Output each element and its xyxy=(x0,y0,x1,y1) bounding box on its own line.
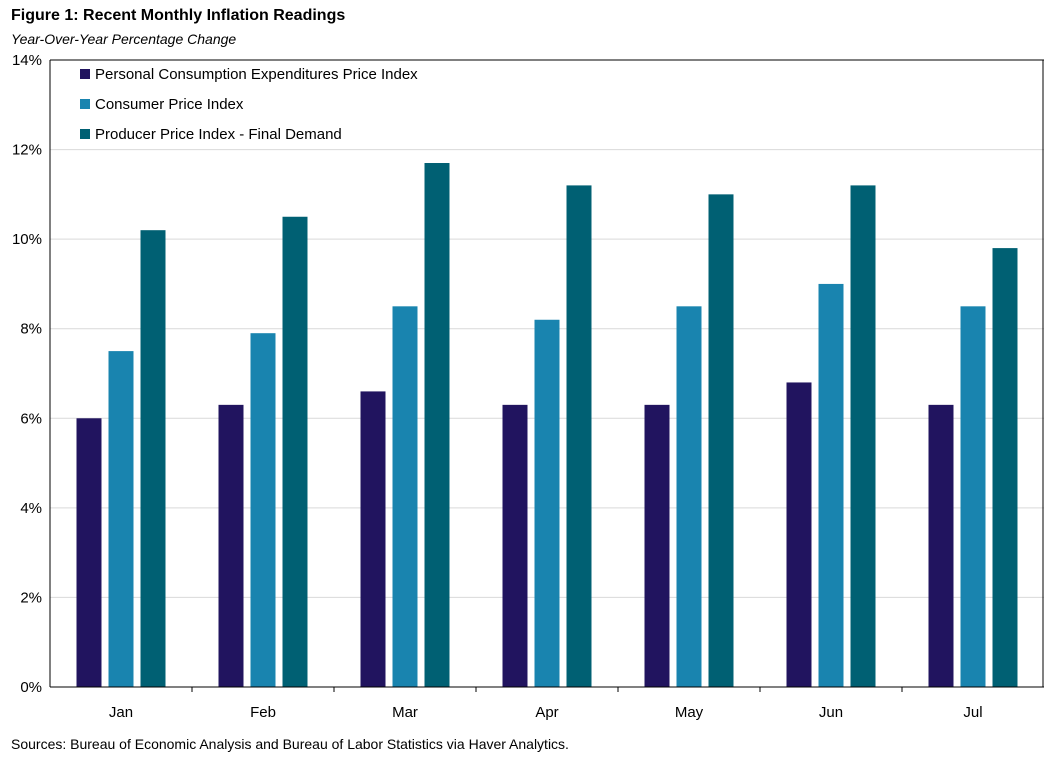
bar-jun-series-2 xyxy=(818,283,844,687)
x-tick-label: Jun xyxy=(819,704,843,721)
x-tick-label: May xyxy=(675,704,704,721)
legend-label: Consumer Price Index xyxy=(95,96,244,113)
bar-jul-series-3 xyxy=(992,248,1018,687)
bar-feb-series-2 xyxy=(250,333,276,687)
legend-swatch xyxy=(80,129,90,139)
source-note: Sources: Bureau of Economic Analysis and… xyxy=(11,736,569,752)
y-tick-label: 8% xyxy=(20,321,42,338)
chart-subtitle: Year-Over-Year Percentage Change xyxy=(11,31,237,47)
y-tick-label: 6% xyxy=(20,410,42,427)
y-axis-ticks: 0% 2% 4% 6% 8% 10% 12% 14% xyxy=(12,52,42,696)
bar-apr-series-1 xyxy=(502,404,528,687)
x-tick-label: Feb xyxy=(250,704,276,721)
legend-label: Producer Price Index - Final Demand xyxy=(95,126,342,143)
bar-may-series-3 xyxy=(708,194,734,687)
bars xyxy=(76,163,1018,687)
bar-mar-series-1 xyxy=(360,391,386,687)
bar-may-series-1 xyxy=(644,404,670,687)
bar-may-series-2 xyxy=(676,306,702,687)
bar-jul-series-1 xyxy=(928,404,954,687)
bar-jan-series-3 xyxy=(140,230,166,687)
bar-apr-series-2 xyxy=(534,319,560,687)
x-tick-label: Jul xyxy=(963,704,982,721)
axes xyxy=(49,59,1044,692)
x-tick-label: Apr xyxy=(535,704,558,721)
bar-jul-series-2 xyxy=(960,306,986,687)
bar-jan-series-2 xyxy=(108,351,134,687)
y-tick-label: 4% xyxy=(20,500,42,517)
legend: Personal Consumption Expenditures Price … xyxy=(80,66,418,143)
y-tick-label: 14% xyxy=(12,52,42,69)
y-tick-label: 2% xyxy=(20,589,42,606)
y-tick-label: 12% xyxy=(12,142,42,159)
legend-swatch xyxy=(80,99,90,109)
bar-mar-series-3 xyxy=(424,163,450,687)
bar-jun-series-1 xyxy=(786,382,812,687)
bar-feb-series-1 xyxy=(218,404,244,687)
bar-feb-series-3 xyxy=(282,216,308,687)
chart-title: Figure 1: Recent Monthly Inflation Readi… xyxy=(11,7,346,24)
legend-swatch xyxy=(80,69,90,79)
y-tick-label: 0% xyxy=(20,679,42,696)
y-tick-label: 10% xyxy=(12,231,42,248)
bar-jun-series-3 xyxy=(850,185,876,687)
bar-apr-series-3 xyxy=(566,185,592,687)
legend-label: Personal Consumption Expenditures Price … xyxy=(95,66,418,83)
bar-jan-series-1 xyxy=(76,418,102,687)
x-axis-ticks: Jan Feb Mar Apr May Jun Jul xyxy=(109,704,983,721)
x-tick-label: Mar xyxy=(392,704,418,721)
x-tick-label: Jan xyxy=(109,704,133,721)
bar-mar-series-2 xyxy=(392,306,418,687)
